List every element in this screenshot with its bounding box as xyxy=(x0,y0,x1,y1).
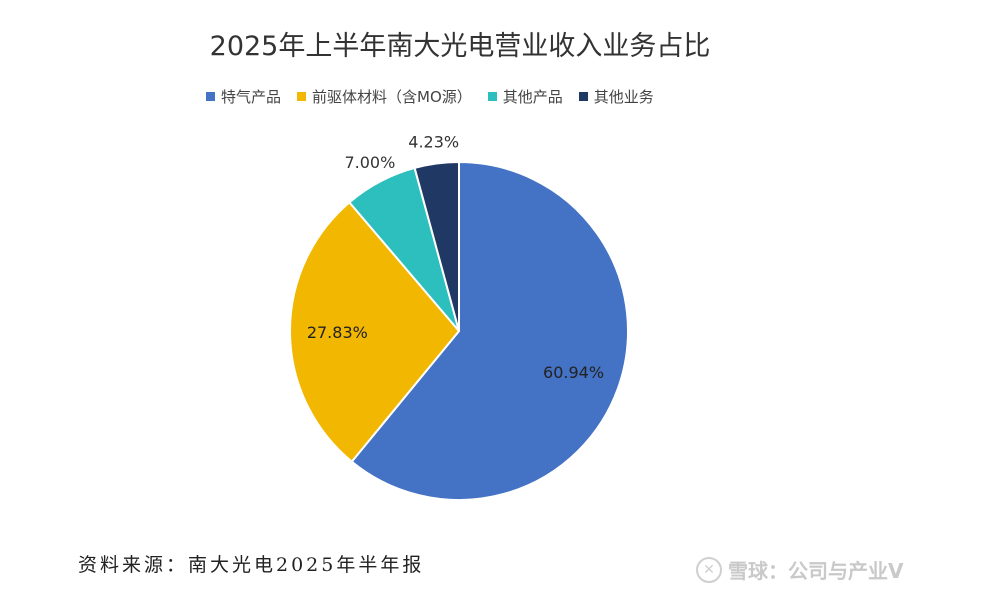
legend-item-other-business: 其他业务 xyxy=(578,86,654,107)
legend-item-precursor: 前驱体材料（含MO源） xyxy=(297,86,472,107)
data-label: 27.83% xyxy=(307,323,368,342)
chart-title: 2025年上半年南大光电营业收入业务占比 xyxy=(209,31,711,62)
legend-label: 其他业务 xyxy=(593,88,654,106)
data-label: 4.23% xyxy=(408,133,459,152)
xueqiu-logo-icon: ✕ xyxy=(696,556,722,583)
data-label: 7.00% xyxy=(344,153,395,172)
legend-item-other-products: 其他产品 xyxy=(487,86,563,107)
legend-swatch xyxy=(578,92,588,101)
legend-swatch xyxy=(206,92,215,101)
source-note: 资料来源：南大光电2025年半年报 xyxy=(78,554,425,576)
pie-slice-precursor xyxy=(289,200,461,464)
legend-swatch xyxy=(487,92,497,101)
legend-item-special-gas: 特气产品 xyxy=(206,86,281,107)
pie-slice-special-gas xyxy=(350,160,629,501)
legend-label: 特气产品 xyxy=(221,88,282,106)
legend-swatch xyxy=(297,92,307,101)
data-label: 60.94% xyxy=(543,363,604,382)
legend-label: 前驱体材料（含MO源） xyxy=(312,88,472,106)
watermark-text: 雪球：公司与产业V xyxy=(728,559,904,583)
pie-slice-other-business xyxy=(413,160,460,332)
chart-legend: 特气产品 前驱体材料（含MO源） 其他产品 其他业务 xyxy=(206,86,654,107)
watermark: ✕ 雪球：公司与产业V xyxy=(696,555,903,584)
legend-label: 其他产品 xyxy=(502,88,563,106)
